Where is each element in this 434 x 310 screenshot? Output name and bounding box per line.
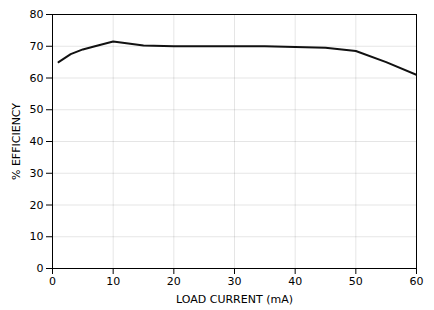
svg-text:60: 60 bbox=[410, 275, 424, 288]
svg-text:70: 70 bbox=[30, 40, 44, 53]
svg-text:10: 10 bbox=[106, 275, 120, 288]
svg-text:30: 30 bbox=[228, 275, 242, 288]
svg-text:% EFFICIENCY: % EFFICIENCY bbox=[10, 103, 23, 180]
svg-text:20: 20 bbox=[167, 275, 181, 288]
svg-text:40: 40 bbox=[288, 275, 302, 288]
svg-text:40: 40 bbox=[30, 135, 44, 148]
svg-text:80: 80 bbox=[30, 8, 44, 21]
svg-text:60: 60 bbox=[30, 72, 44, 85]
svg-text:10: 10 bbox=[30, 230, 44, 243]
svg-text:0: 0 bbox=[37, 262, 44, 275]
svg-text:50: 50 bbox=[30, 103, 44, 116]
svg-text:30: 30 bbox=[30, 167, 44, 180]
svg-text:LOAD CURRENT (mA): LOAD CURRENT (mA) bbox=[176, 293, 293, 306]
svg-text:50: 50 bbox=[349, 275, 363, 288]
svg-text:0: 0 bbox=[49, 275, 56, 288]
svg-text:20: 20 bbox=[30, 199, 44, 212]
